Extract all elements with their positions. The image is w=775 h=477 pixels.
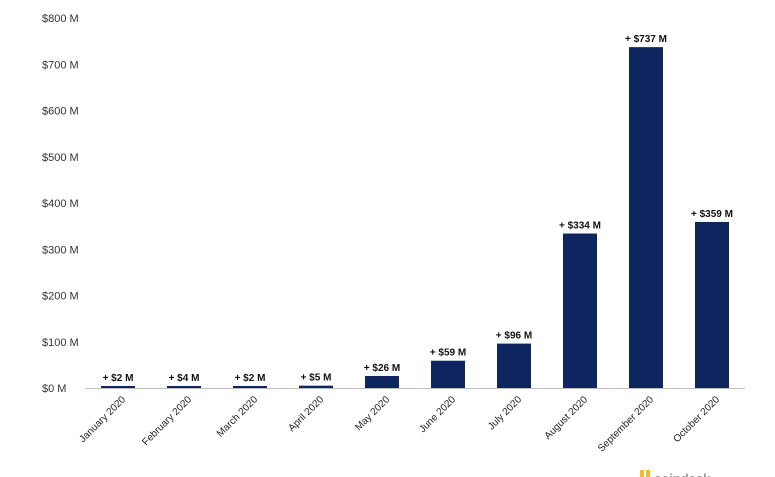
y-tick-label: $800 M <box>42 13 79 25</box>
bar <box>299 385 333 388</box>
x-tick-label: May 2020 <box>353 394 392 433</box>
y-tick-label: $600 M <box>42 106 79 118</box>
y-tick-label: $100 M <box>42 337 79 349</box>
x-tick-label: August 2020 <box>543 394 591 442</box>
data-label: + $26 M <box>364 363 400 374</box>
data-label: + $2 M <box>103 373 134 384</box>
bar <box>233 386 267 388</box>
y-tick-label: $200 M <box>42 291 79 303</box>
x-tick-label: July 2020 <box>486 394 524 432</box>
coindesk-logo-mark <box>646 470 650 477</box>
y-tick-label: $0 M <box>42 383 66 395</box>
coindesk-logo-mark <box>640 470 644 477</box>
coindesk-logo-text: coindesk <box>654 471 711 477</box>
bar <box>695 221 729 388</box>
x-tick-label: April 2020 <box>287 394 327 434</box>
data-label: + $334 M <box>559 221 601 232</box>
bar <box>431 360 465 388</box>
data-label: + $2 M <box>235 373 266 384</box>
data-label: + $737 M <box>625 34 667 45</box>
x-tick-label: January 2020 <box>77 394 128 445</box>
data-label: + $4 M <box>169 373 200 384</box>
data-label: + $359 M <box>691 209 733 220</box>
coindesk-logo: coindesk <box>640 470 711 477</box>
bar <box>497 343 531 388</box>
data-label: + $5 M <box>301 373 332 384</box>
y-tick-label: $300 M <box>42 244 79 256</box>
bar <box>563 233 597 388</box>
bar <box>167 386 201 388</box>
data-label: + $96 M <box>496 331 532 342</box>
bar <box>629 47 663 388</box>
y-tick-label: $700 M <box>42 59 79 71</box>
x-tick-label: September 2020 <box>596 394 656 454</box>
x-tick-label: February 2020 <box>140 394 194 448</box>
x-tick-label: March 2020 <box>215 394 260 439</box>
bars <box>101 47 729 388</box>
data-label: + $59 M <box>430 348 466 359</box>
bar <box>365 375 399 388</box>
x-tick-label: October 2020 <box>671 394 722 445</box>
data-labels: + $2 M + $4 M + $2 M + $5 M + $26 M + $59 M + … <box>103 34 733 384</box>
y-axis: $0 M $100 M $200 M $300 M $400 M $500 M $600 M… <box>42 13 79 395</box>
y-tick-label: $400 M <box>42 198 79 210</box>
x-axis: January 2020 February 2020 March 2020 April… <box>77 394 722 454</box>
x-tick-label: June 2020 <box>417 394 458 435</box>
bar <box>101 386 135 388</box>
y-tick-label: $500 M <box>42 152 79 164</box>
